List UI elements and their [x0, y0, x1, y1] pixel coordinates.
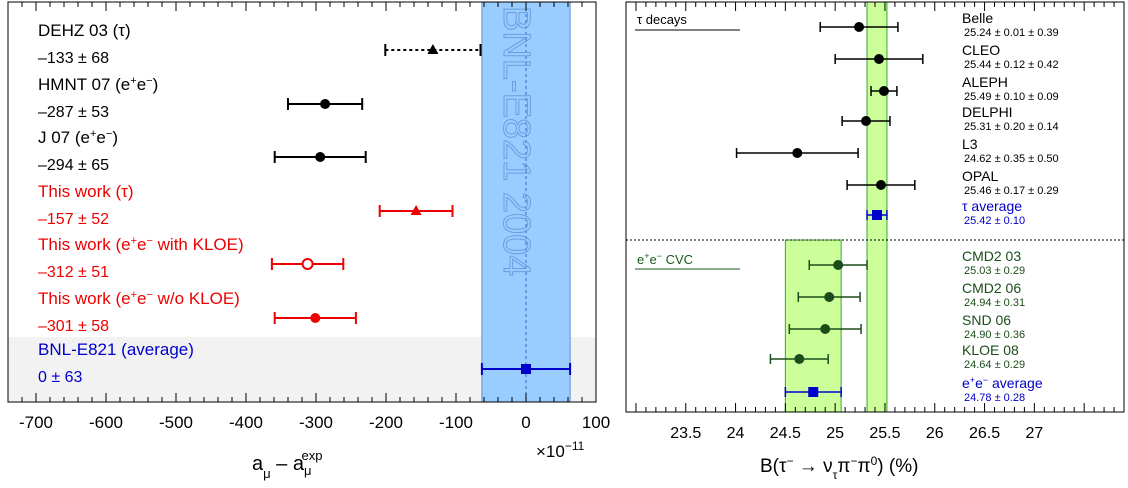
- data-point: [320, 99, 331, 109]
- point-label: This work (τ): [38, 182, 134, 201]
- x-tick-label: 27: [1025, 425, 1043, 442]
- data-point: [875, 180, 886, 190]
- x-tick-label: -300: [299, 413, 333, 432]
- data-point: [824, 292, 835, 302]
- data-point: [301, 258, 314, 270]
- x-tick-label: 23.5: [670, 425, 701, 442]
- point-value: 24.64 ± 0.29: [964, 359, 1025, 371]
- x-tick-label: -400: [229, 413, 263, 432]
- point-label: L3: [962, 136, 978, 152]
- point-value: 25.44 ± 0.12 ± 0.42: [964, 59, 1059, 71]
- point-label: KLOE 08: [962, 342, 1019, 358]
- point-label: Belle: [962, 10, 993, 26]
- point-value: –133 ± 68: [38, 50, 109, 67]
- data-point: [808, 387, 819, 397]
- point-label: CMD2 03: [962, 248, 1021, 264]
- point-value: 0 ± 63: [38, 369, 82, 386]
- x-tick-label: 26.5: [969, 425, 1000, 442]
- point-label: e+e− average: [962, 375, 1043, 391]
- x-tick-label: -600: [89, 413, 123, 432]
- x-axis-label: aμ – aμexp: [252, 448, 322, 481]
- point-value: 25.49 ± 0.10 ± 0.09: [964, 91, 1059, 103]
- group-label-ee: e+e− CVC: [637, 251, 693, 267]
- point-label: SND 06: [962, 312, 1011, 328]
- x-tick-label: 25.5: [869, 425, 900, 442]
- point-value: 24.94 ± 0.31: [964, 297, 1025, 309]
- point-label: ALEPH: [962, 74, 1008, 90]
- data-point: [310, 313, 321, 323]
- point-label: This work (e+e− w/o KLOE): [38, 289, 240, 308]
- x-tick-label: 26: [926, 425, 944, 442]
- point-label: DELPHI: [962, 104, 1013, 120]
- point-value: 24.78 ± 0.28: [964, 392, 1025, 404]
- point-label: J 07 (e+e−): [38, 128, 118, 147]
- point-value: 24.90 ± 0.36: [964, 329, 1025, 341]
- data-point: [521, 364, 531, 374]
- x-tick-label: 25: [826, 425, 844, 442]
- point-value: –312 ± 51: [38, 264, 109, 281]
- x-tick-label: -700: [19, 413, 53, 432]
- left-panel: BNL-E821 2004 DEHZ 03 (τ) –133 ± 68 HMNT 07…: [7, 1, 610, 481]
- data-point: [854, 22, 865, 32]
- point-label: τ average: [962, 198, 1022, 214]
- data-point: [794, 354, 805, 364]
- point-label: OPAL: [962, 168, 999, 184]
- data-point: [873, 54, 884, 64]
- point-value: 25.42 ± 0.10: [964, 215, 1025, 227]
- data-point: [861, 116, 872, 126]
- x-tick-label: -100: [439, 413, 473, 432]
- point-label: CLEO: [962, 42, 1000, 58]
- point-value: 24.62 ± 0.35 ± 0.50: [964, 153, 1059, 165]
- data-point: [427, 44, 439, 54]
- x-exponent: ×10−11: [536, 439, 585, 461]
- data-point: [792, 148, 803, 158]
- data-point: [871, 210, 882, 220]
- point-value: –301 ± 58: [38, 318, 109, 335]
- x-axis-label: B(τ− → ντπ−π0) (%): [760, 454, 918, 482]
- band-label: BNL-E821 2004: [495, 6, 537, 276]
- x-tick-label: -200: [369, 413, 403, 432]
- point-value: –287 ± 53: [38, 104, 109, 121]
- point-label: CMD2 06: [962, 280, 1021, 296]
- point-value: 25.31 ± 0.20 ± 0.14: [964, 121, 1059, 133]
- data-point: [878, 86, 889, 96]
- group-label-tau: τ decays: [637, 12, 687, 27]
- point-value: 25.24 ± 0.01 ± 0.39: [964, 27, 1059, 39]
- point-label: BNL-E821 (average): [38, 340, 194, 359]
- data-point: [820, 324, 831, 334]
- point-label: DEHZ 03 (τ): [38, 21, 131, 40]
- point-label: HMNT 07 (e+e−): [38, 75, 158, 94]
- point-value: –157 ± 52: [38, 211, 109, 228]
- x-tick-label: 100: [582, 413, 610, 432]
- point-value: –294 ± 65: [38, 157, 109, 174]
- point-label: This work (e+e− with KLOE): [38, 235, 244, 254]
- point-value: 25.46 ± 0.17 ± 0.29: [964, 185, 1059, 197]
- x-tick-label: 24.5: [770, 425, 801, 442]
- x-tick-label: -500: [159, 413, 193, 432]
- data-point: [410, 205, 422, 215]
- point-value: 25.03 ± 0.29: [964, 265, 1025, 277]
- data-point: [315, 152, 326, 162]
- ee-average-band: [784, 239, 842, 413]
- x-tick-label: 24: [727, 425, 745, 442]
- x-tick-label: 0: [521, 413, 530, 432]
- data-point: [833, 260, 844, 270]
